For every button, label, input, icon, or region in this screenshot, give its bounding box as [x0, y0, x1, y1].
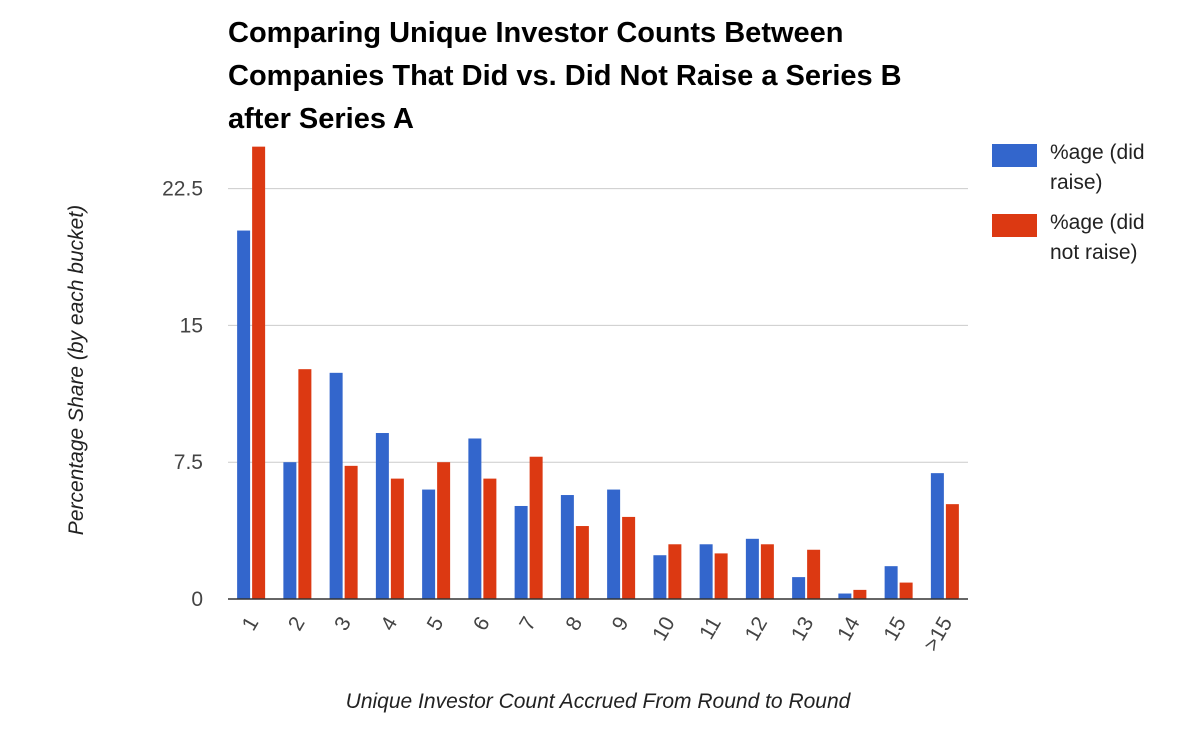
x-tick-label: 11	[695, 613, 726, 643]
x-tick-label: 7	[515, 613, 541, 635]
y-tick-label: 0	[191, 588, 203, 611]
y-tick-label: 22.5	[162, 178, 203, 201]
bar-did-raise-14[interactable]	[838, 593, 852, 599]
x-tick-label: 2	[284, 613, 310, 635]
legend: %age (did raise) %age (did not raise)	[992, 138, 1182, 278]
bar-did-not-raise-5[interactable]	[437, 462, 451, 599]
bar-did-not-raise-9[interactable]	[622, 516, 636, 599]
x-tick-label: 8	[561, 613, 587, 635]
x-tick-label: 1	[238, 613, 264, 635]
bar-did-raise-12[interactable]	[745, 538, 759, 599]
legend-label-did-raise: %age (did raise)	[1050, 141, 1145, 194]
legend-label-did-not-raise: %age (did not raise)	[1050, 211, 1145, 264]
legend-item-did-not-raise[interactable]: %age (did not raise)	[992, 208, 1182, 278]
bar-did-not-raise-1[interactable]	[252, 146, 266, 599]
x-tick-label: 3	[330, 613, 356, 635]
chart-title: Comparing Unique Investor Counts Between…	[228, 17, 902, 135]
bar-did-raise-13[interactable]	[792, 577, 806, 599]
bar-did-not-raise->15[interactable]	[945, 504, 959, 599]
bar-did-not-raise-4[interactable]	[390, 478, 404, 599]
bar-did-not-raise-13[interactable]	[807, 549, 821, 599]
x-tick-label: 12	[741, 613, 773, 645]
bar-did-not-raise-11[interactable]	[714, 553, 728, 599]
bar-did-raise-15[interactable]	[884, 566, 898, 599]
x-axis-ticks: 1 2 3 4 5 6 7 8 9 10 11 12 13 14 15 >15	[238, 613, 958, 656]
bar-did-not-raise-10[interactable]	[668, 544, 682, 599]
bar-did-raise-1[interactable]	[237, 230, 251, 599]
bar-did-not-raise-12[interactable]	[760, 544, 774, 599]
y-tick-label: 15	[180, 314, 203, 337]
x-tick-label: 15	[879, 613, 911, 645]
bar-did-raise-7[interactable]	[514, 505, 528, 599]
x-tick-label: 9	[608, 613, 634, 635]
bar-did-raise-6[interactable]	[468, 438, 482, 599]
bars	[237, 146, 959, 599]
bar-did-raise-9[interactable]	[607, 489, 621, 599]
y-axis-ticks: 0 7.5 15 22.5	[162, 178, 203, 611]
x-tick-label: 6	[469, 613, 495, 635]
bar-did-not-raise-6[interactable]	[483, 478, 497, 599]
y-axis-label: Percentage Share (by each bucket)	[65, 205, 88, 535]
x-tick-label: 13	[787, 613, 819, 645]
bar-did-raise-10[interactable]	[653, 555, 667, 599]
bar-did-raise-3[interactable]	[329, 372, 343, 599]
x-tick-label: 4	[376, 613, 402, 635]
bar-did-not-raise-3[interactable]	[344, 465, 358, 599]
bar-did-raise-5[interactable]	[422, 489, 436, 599]
bar-did-raise-2[interactable]	[283, 462, 297, 599]
x-tick-label: 10	[648, 613, 680, 645]
bar-did-not-raise-15[interactable]	[899, 582, 913, 599]
legend-swatch-did-not-raise	[992, 214, 1037, 237]
bar-did-not-raise-14[interactable]	[853, 589, 867, 599]
bar-did-raise-4[interactable]	[375, 433, 389, 599]
gridlines	[228, 188, 968, 463]
legend-swatch-did-raise	[992, 144, 1037, 167]
x-axis-label: Unique Investor Count Accrued From Round…	[346, 690, 852, 713]
bar-did-raise->15[interactable]	[930, 473, 944, 599]
x-tick-label: 14	[833, 613, 865, 645]
bar-did-not-raise-7[interactable]	[529, 456, 543, 599]
bar-did-not-raise-8[interactable]	[575, 526, 589, 599]
bar-did-not-raise-2[interactable]	[298, 369, 312, 599]
x-tick-label: >15	[919, 613, 957, 655]
bar-did-raise-11[interactable]	[699, 544, 713, 599]
legend-item-did-raise[interactable]: %age (did raise)	[992, 138, 1182, 208]
bar-did-raise-8[interactable]	[560, 495, 574, 599]
x-tick-label: 5	[423, 613, 449, 635]
y-tick-label: 7.5	[174, 451, 203, 474]
